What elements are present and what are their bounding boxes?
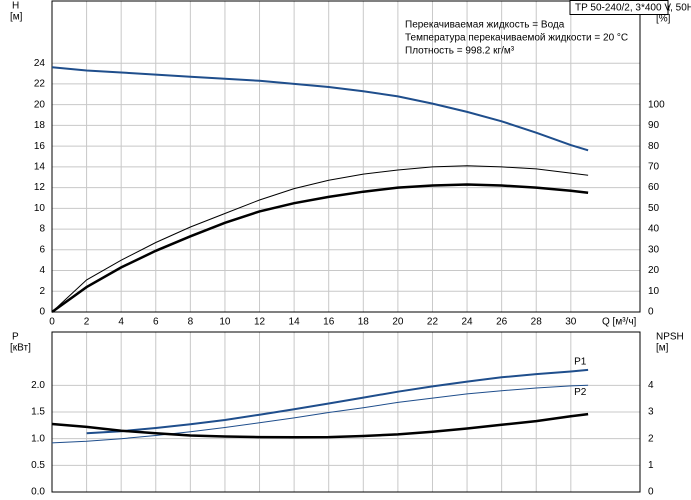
y-tick-label: 0 bbox=[39, 307, 45, 318]
y-tick-label: 14 bbox=[34, 162, 46, 173]
y-tick-label: 0.5 bbox=[31, 460, 45, 471]
y-axis-unit: [м] bbox=[10, 12, 23, 23]
y-tick-label: 2 bbox=[39, 286, 45, 297]
y2-tick-label: 0 bbox=[648, 307, 654, 318]
curve-label: P1 bbox=[574, 357, 587, 368]
y-tick-label: 1.0 bbox=[31, 433, 45, 444]
x-tick-label: 18 bbox=[358, 317, 370, 328]
y-tick-label: 16 bbox=[34, 141, 46, 152]
title-box bbox=[569, 0, 669, 15]
y2-tick-label: 80 bbox=[648, 141, 660, 152]
curve bbox=[51, 66, 589, 152]
y-tick-label: 12 bbox=[34, 182, 46, 193]
curve bbox=[51, 183, 589, 314]
x-tick-label: 26 bbox=[496, 317, 508, 328]
x-tick-label: 6 bbox=[153, 317, 159, 328]
curve bbox=[51, 165, 589, 313]
chart: 0.0 0.5 1.0 1.5 2.0 0 1 2 3 4 P[кВт] NPSH[м] P1 P2 bbox=[10, 331, 684, 498]
plot-frame bbox=[51, 331, 641, 493]
y2-tick-label: 3 bbox=[648, 407, 654, 418]
y-axis-unit: [кВт] bbox=[10, 343, 31, 354]
chart-title: TP 50-240/2, 3*400 V, 50Hz bbox=[575, 3, 691, 14]
plot-frame bbox=[51, 0, 641, 313]
y-axis-label: H bbox=[12, 1, 19, 12]
curve bbox=[51, 412, 589, 439]
y2-tick-label: 0 bbox=[648, 487, 654, 498]
y-tick-label: 6 bbox=[39, 244, 45, 255]
x-tick-label: 28 bbox=[531, 317, 543, 328]
y2-tick-label: 40 bbox=[648, 224, 660, 235]
y-tick-label: 20 bbox=[34, 99, 46, 110]
y2-tick-label: 60 bbox=[648, 182, 660, 193]
y-tick-label: 0.0 bbox=[31, 487, 45, 498]
annotation: Температура перекачиваемой жидкости = 20… bbox=[405, 33, 628, 44]
y-axis-label: P bbox=[12, 332, 19, 343]
x-tick-label: 30 bbox=[565, 317, 577, 328]
y2-tick-label: 10 bbox=[648, 286, 660, 297]
y2-tick-label: 90 bbox=[648, 120, 660, 131]
x-tick-label: 4 bbox=[118, 317, 124, 328]
curve bbox=[86, 368, 589, 435]
y-tick-label: 18 bbox=[34, 120, 46, 131]
y2-tick-label: 1 bbox=[648, 460, 654, 471]
curve bbox=[51, 384, 589, 444]
x-axis-label: Q [м³/ч] bbox=[602, 317, 637, 328]
x-tick-label: 16 bbox=[323, 317, 335, 328]
y2-tick-label: 70 bbox=[648, 162, 660, 173]
x-tick-label: 2 bbox=[84, 317, 90, 328]
y2-tick-label: 20 bbox=[648, 265, 660, 276]
y2-tick-label: 4 bbox=[648, 380, 654, 391]
x-tick-label: 12 bbox=[254, 317, 266, 328]
y-tick-label: 22 bbox=[34, 79, 46, 90]
y-tick-label: 8 bbox=[39, 224, 45, 235]
x-tick-label: 10 bbox=[219, 317, 231, 328]
x-tick-label: 20 bbox=[392, 317, 404, 328]
x-tick-label: 14 bbox=[289, 317, 301, 328]
annotation: Плотность = 998.2 кг/м³ bbox=[405, 46, 515, 57]
curve-label: P2 bbox=[574, 387, 587, 398]
y-tick-label: 4 bbox=[39, 265, 45, 276]
x-tick-label: 22 bbox=[427, 317, 439, 328]
x-tick-label: 24 bbox=[461, 317, 473, 328]
y-tick-label: 24 bbox=[34, 58, 46, 69]
y-tick-label: 1.5 bbox=[31, 407, 45, 418]
y2-tick-label: 30 bbox=[648, 244, 660, 255]
x-tick-label: 0 bbox=[49, 317, 55, 328]
y2-axis-unit: [м] bbox=[656, 343, 669, 354]
y2-axis-label: NPSH bbox=[656, 332, 684, 343]
y-tick-label: 2.0 bbox=[31, 380, 45, 391]
x-tick-label: 8 bbox=[188, 317, 194, 328]
y2-tick-label: 50 bbox=[648, 203, 660, 214]
chart: 0246810121416182022240102030405060708090… bbox=[10, 0, 671, 328]
y2-tick-label: 2 bbox=[648, 433, 654, 444]
annotation: Перекачиваемая жидкость = Вода bbox=[405, 20, 565, 31]
y-tick-label: 10 bbox=[34, 203, 46, 214]
y2-tick-label: 100 bbox=[648, 99, 665, 110]
y2-axis-unit: [%] bbox=[656, 14, 671, 25]
